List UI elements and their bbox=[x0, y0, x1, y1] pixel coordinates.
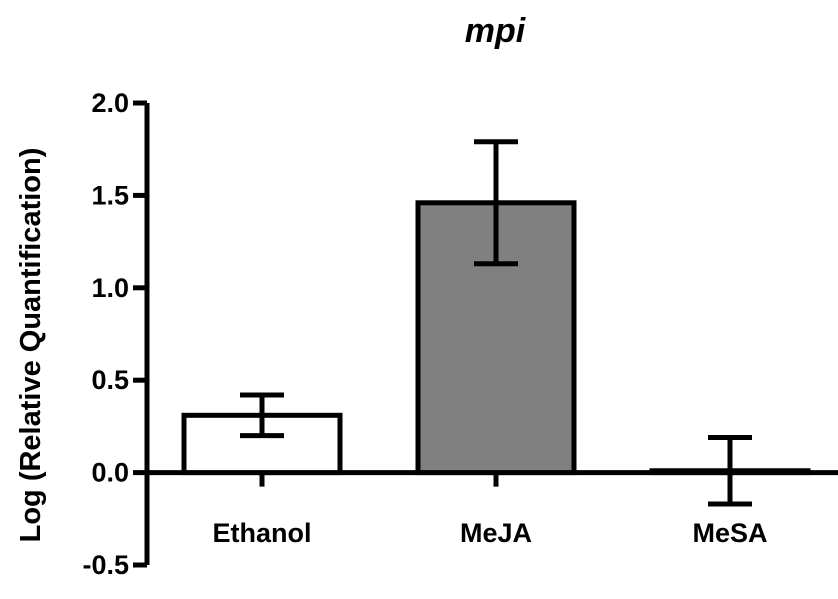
error-bars-group bbox=[240, 139, 752, 507]
y-tick-label: 1.0 bbox=[91, 273, 129, 303]
category-label-ethanol: Ethanol bbox=[213, 518, 312, 548]
category-label-meja: MeJA bbox=[460, 518, 532, 548]
y-tick-label: 0.0 bbox=[91, 458, 129, 488]
y-tick-label: -0.5 bbox=[82, 550, 129, 580]
y-tick-label: 2.0 bbox=[91, 88, 129, 118]
y-tick-label: 0.5 bbox=[91, 365, 129, 395]
chart-title: mpi bbox=[465, 12, 527, 50]
y-axis-label: Log (Relative Quantification) bbox=[15, 148, 47, 543]
y-tick-label: 1.5 bbox=[91, 180, 129, 210]
category-labels-group: Ethanol MeJA MeSA bbox=[213, 518, 768, 548]
category-label-mesa: MeSA bbox=[692, 518, 767, 548]
y-ticks-group: -0.5 0.0 0.5 1.0 1.5 2.0 bbox=[82, 88, 147, 580]
bar-meja bbox=[415, 200, 577, 476]
